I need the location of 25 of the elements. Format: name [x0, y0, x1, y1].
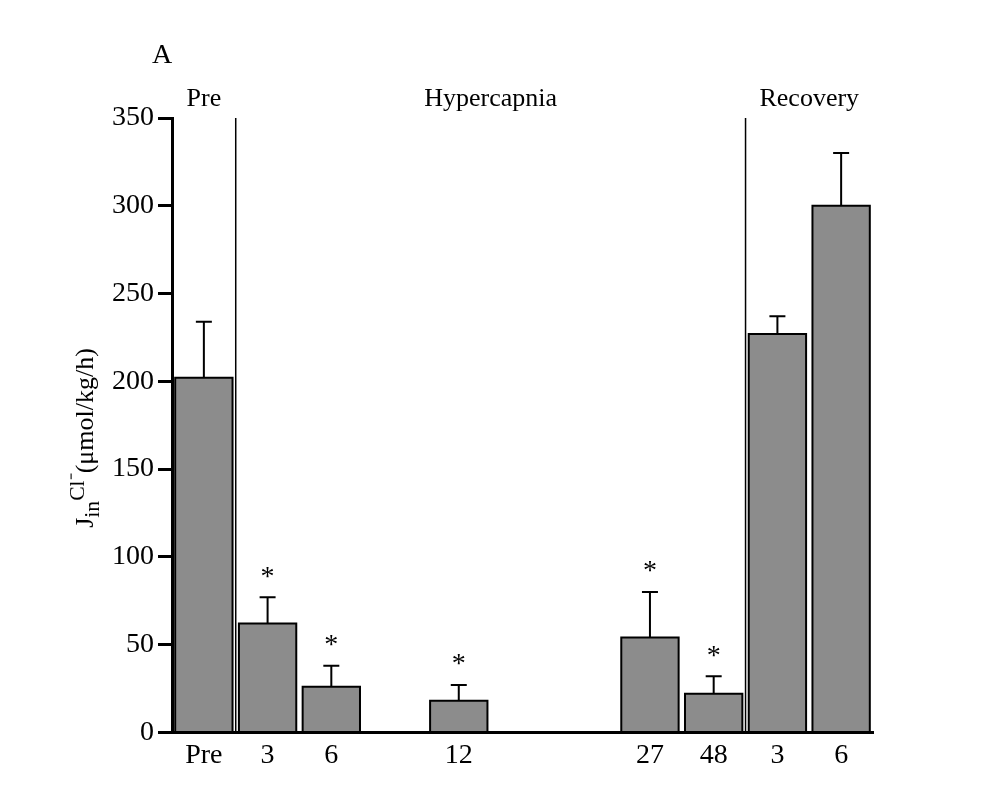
y-tick-label: 350	[112, 100, 154, 132]
x-tick-label: 12	[444, 737, 473, 769]
y-tick-label: 50	[126, 626, 154, 658]
x-tick-label: 3	[770, 737, 785, 769]
x-tick-label: Pre	[185, 737, 223, 769]
y-tick-label: 100	[112, 539, 154, 571]
text: Recovery	[759, 83, 860, 112]
text: Hypercapnia	[424, 83, 558, 112]
text: Pre	[186, 83, 222, 112]
x-tick-label: 6	[324, 737, 339, 769]
text: A	[152, 38, 173, 69]
y-tick-label: 150	[112, 451, 154, 483]
y-tick-label: 300	[112, 188, 154, 220]
x-tick-label: 27	[635, 737, 664, 769]
x-tick-label: 6	[834, 737, 849, 769]
data-label: *	[451, 647, 466, 679]
x-tick-label: 3	[260, 737, 275, 769]
y-tick-label: 0	[140, 714, 154, 746]
y-tick-label: 200	[112, 363, 154, 395]
data-label: *	[706, 638, 721, 670]
data-label: *	[642, 554, 657, 586]
y-tick-label: 250	[112, 275, 154, 307]
data-label: *	[260, 559, 275, 591]
data-label: *	[324, 628, 339, 660]
x-tick-label: 48	[699, 737, 728, 769]
